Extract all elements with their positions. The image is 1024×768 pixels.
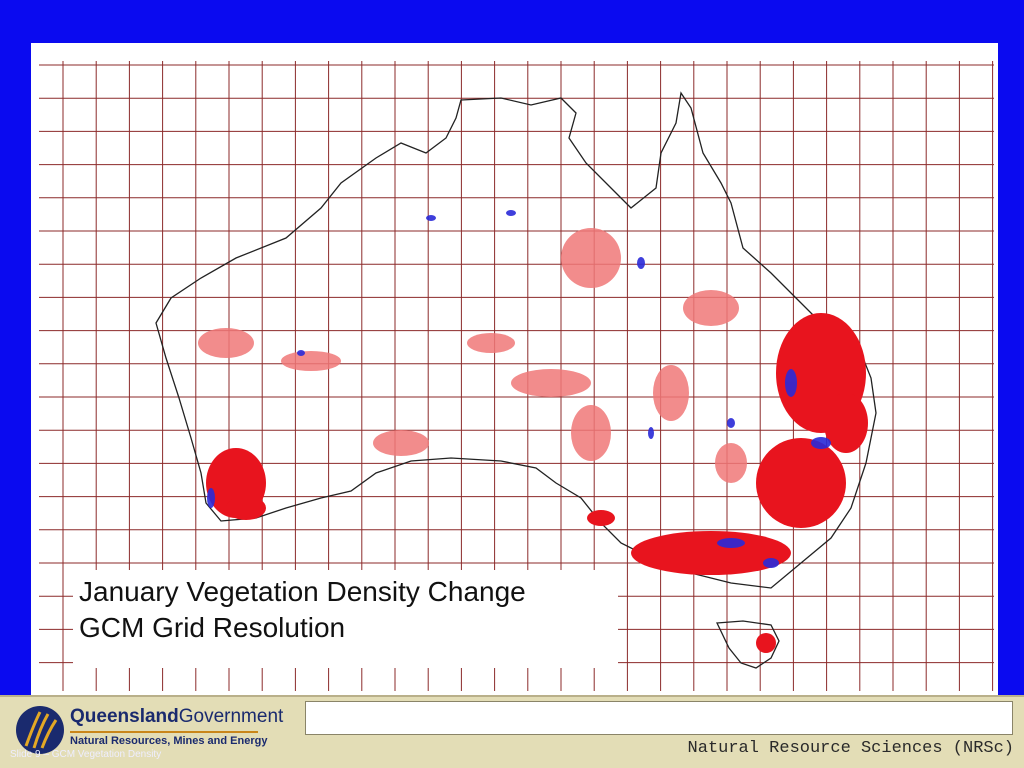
slide-footer: QueenslandGovernment Natural Resources, …: [0, 695, 1024, 768]
caption-subtitle: GCM Grid Resolution: [79, 612, 346, 643]
brand-name: Queensland: [70, 706, 179, 727]
map-panel: January Vegetation Density Change GCM Gr…: [31, 43, 998, 695]
brand-rule: [70, 731, 258, 733]
footer-divider: [0, 695, 1024, 697]
brand-main: QueenslandGovernment: [70, 706, 283, 728]
crest-icon: [16, 706, 64, 754]
footer-credit: Natural Resource Sciences (NRSc): [687, 739, 1014, 758]
slide-label: Slide 9 – GCM Vegetation Density: [10, 749, 162, 760]
footer-title-box: [305, 701, 1013, 735]
australia-vegetation-map: [39, 61, 994, 691]
map-caption: January Vegetation Density Change GCM Gr…: [73, 570, 618, 668]
caption-title: January Vegetation Density Change: [79, 576, 526, 607]
queensland-government-logo: QueenslandGovernment Natural Resources, …: [14, 702, 304, 758]
australia-coastline: [155, 91, 877, 589]
brand-gov: Government: [178, 706, 284, 727]
vegetation-change-layer: [198, 210, 868, 653]
tasmania-coastline: [716, 620, 780, 669]
brand-department: Natural Resources, Mines and Energy: [70, 735, 268, 747]
